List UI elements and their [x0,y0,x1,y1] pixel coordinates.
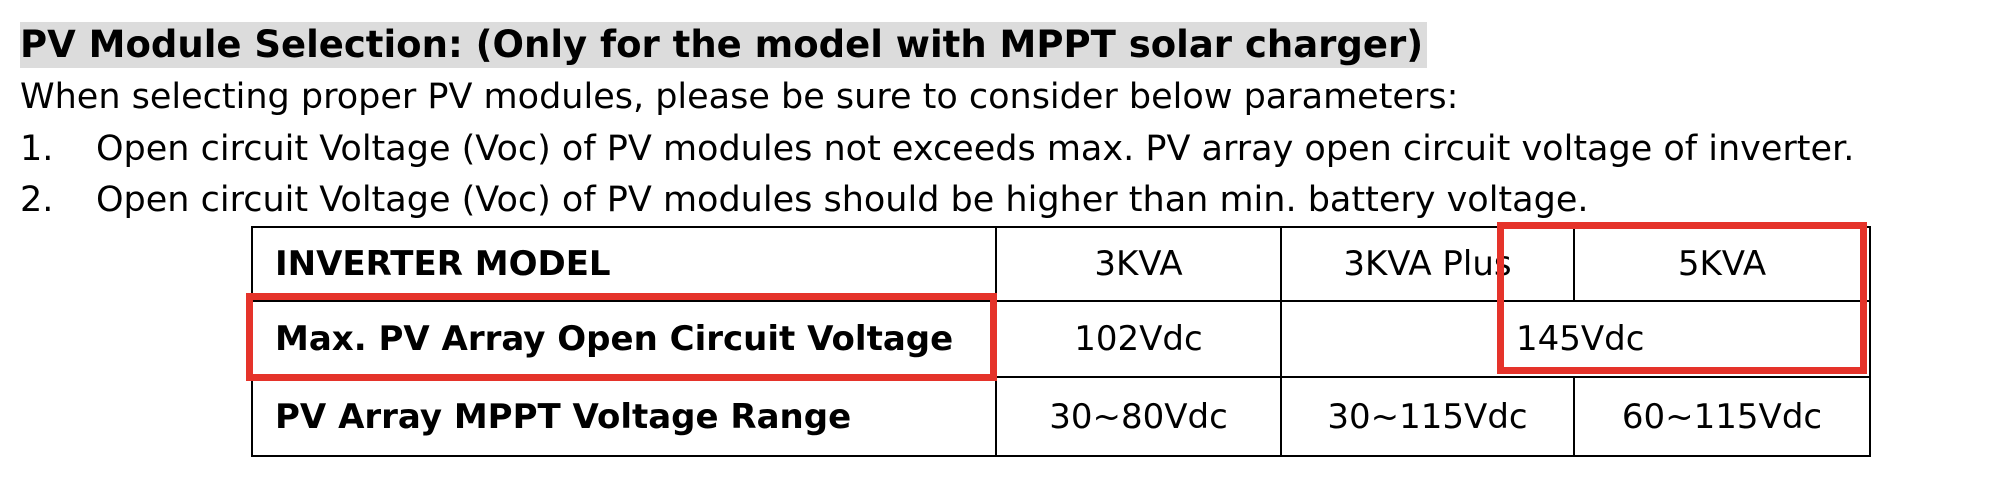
table-cell: 145Vdc [1280,300,1871,378]
list-item: 2. Open circuit Voltage (Voc) of PV modul… [20,177,1588,223]
list-text: Open circuit Voltage (Voc) of PV modules… [96,180,1589,220]
section-title: PV Module Selection: (Only for the model… [20,22,1428,68]
table-cell: 5KVA [1573,226,1871,302]
row-header: INVERTER MODEL [251,226,997,302]
list-number: 2. [20,180,54,220]
table-cell: 60~115Vdc [1573,376,1871,457]
highlight-box [246,293,997,381]
table-cell: 30~115Vdc [1280,376,1575,457]
highlight-box [1497,222,1867,374]
list-number: 1. [20,129,54,169]
table-cell: 102Vdc [995,300,1282,378]
row-header: PV Array MPPT Voltage Range [251,376,997,457]
table-row: INVERTER MODEL 3KVA 3KVA Plus 5KVA [251,226,1871,302]
list-text: Open circuit Voltage (Voc) of PV modules… [96,129,1855,169]
table-cell: 30~80Vdc [995,376,1282,457]
intro-text: When selecting proper PV modules, please… [20,77,1459,117]
table-cell: 3KVA [995,226,1282,302]
table-row: PV Array MPPT Voltage Range 30~80Vdc 30~… [251,376,1871,457]
table-cell: 3KVA Plus [1280,226,1575,302]
list-item: 1. Open circuit Voltage (Voc) of PV modul… [20,126,1854,172]
spec-table: INVERTER MODEL 3KVA 3KVA Plus 5KVA Max. … [251,226,1871,457]
